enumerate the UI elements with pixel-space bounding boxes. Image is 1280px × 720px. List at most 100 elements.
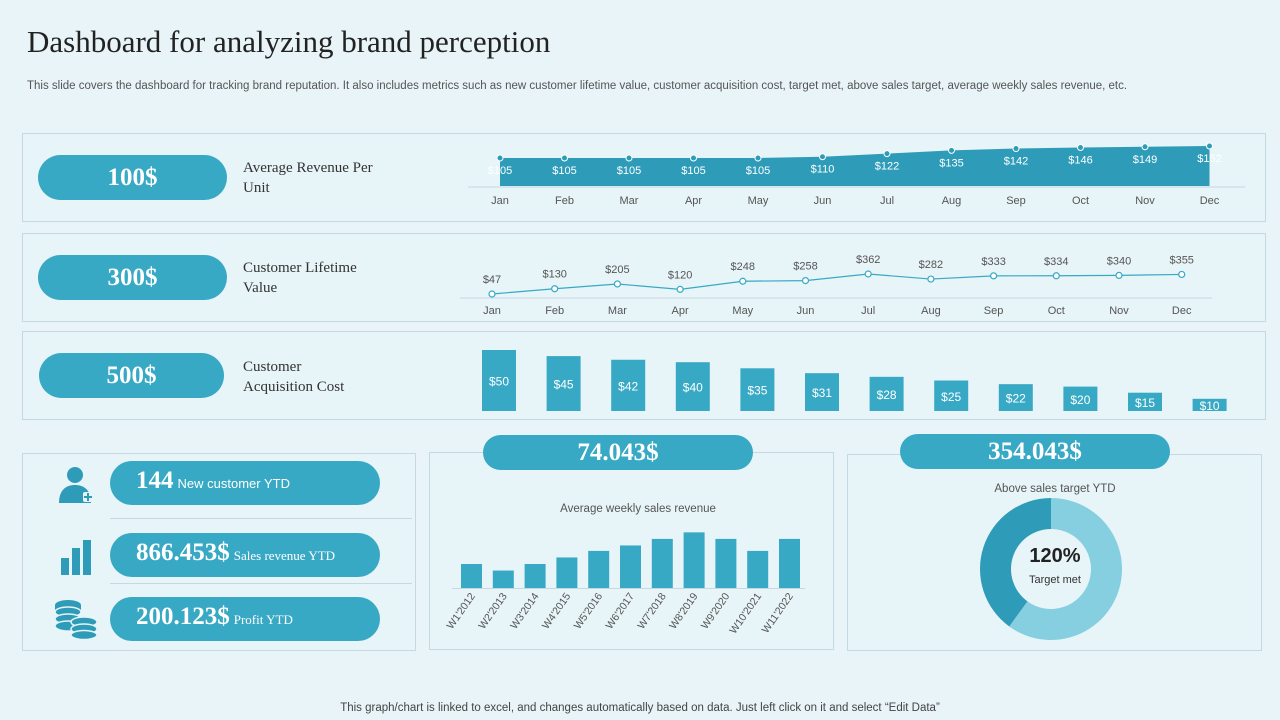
coins-icon [54,600,98,640]
arpu-tick-label: Jul [880,195,894,207]
clv-data-label: $355 [1169,254,1193,266]
arpu-data-label: $135 [939,157,963,169]
weekly-bar [492,570,514,588]
cac-bar [1192,398,1227,411]
arpu-point [948,146,955,154]
cac-data-label: $40 [683,381,703,395]
cac-bar [869,376,904,411]
clv-point [1178,270,1186,279]
arpu-tick-label: Sep [1006,195,1026,207]
arpu-tick-label: Apr [685,195,702,207]
weekly-sales-headline: 74.043$ [483,435,753,470]
cac-bar [934,380,969,411]
cac-bar [998,384,1033,411]
cac-data-label: $22 [1006,392,1026,406]
weekly-tick-label: W1'2012 [445,591,479,632]
weekly-tick-label: W7'2018 [635,591,669,632]
sales-revenue-ytd-pill: 866.453$ Sales revenue YTD [110,533,380,577]
arpu-data-label: $122 [875,161,899,173]
page-title: Dashboard for analyzing brand perception [27,24,551,59]
clv-line-chart[interactable]: $47 Jan $130 Feb $205 Mar $120 Apr $248 May $258 Ju… [455,245,1235,319]
clv-data-label: $362 [856,254,880,266]
clv-tick-label: Sep [984,305,1004,317]
arpu-data-label: $149 [1133,154,1157,166]
clv-tick-label: Apr [672,305,689,317]
arpu-data-label: $152 [1197,153,1221,165]
clv-tick-label: Jan [483,305,501,317]
cac-bar [740,368,775,411]
weekly-bar [747,550,769,588]
clv-point [739,277,747,285]
cac-bar [1063,386,1098,411]
profit-ytd-label: Profit YTD [233,612,293,627]
weekly-tick-label: W10'2021 [727,591,764,636]
cac-data-label: $45 [554,378,574,392]
donut-percent-label: Target met [1029,574,1081,586]
footer-note: This graph/chart is linked to excel, and… [340,702,940,714]
arpu-data-label: $105 [746,165,770,177]
arpu-tick-label: Nov [1135,195,1155,207]
new-customer-ytd-value: 144 [136,467,174,494]
clv-tick-label: Aug [921,305,941,317]
arpu-data-label: $105 [617,165,641,177]
weekly-tick-label: W8'2019 [667,591,701,632]
weekly-sales-bar-chart[interactable]: Average weekly sales revenue W1'2012W2'20… [430,490,830,646]
clv-data-label: $333 [981,256,1005,268]
weekly-bar [715,538,737,588]
weekly-bar [524,564,546,588]
clv-data-label: $47 [483,274,501,286]
bar-chart-icon [61,540,91,575]
above-target-headline: 354.043$ [900,434,1170,469]
arpu-point [754,154,762,162]
arpu-data-label: $105 [488,165,512,177]
clv-point [488,290,496,298]
clv-value-pill: 300$ [38,255,227,300]
arpu-area-chart[interactable]: $105 Jan $105 Feb $105 Mar $105 Apr $105 May $110 J… [460,138,1260,216]
clv-point [551,285,559,293]
clv-tick-label: Jul [861,305,875,317]
arpu-tick-label: Dec [1200,195,1220,207]
arpu-data-label: $105 [681,165,705,177]
weekly-tick-label: W2'2013 [476,591,510,632]
profit-ytd-pill: 200.123$ Profit YTD [110,597,380,641]
cac-bar-chart[interactable]: $50 $45 $42 $40 $35 $31 $28 $25 $22 $20 $15 $10 [470,336,1240,416]
arpu-point [496,154,504,162]
new-customer-ytd-label: New customer YTD [177,476,290,491]
cac-data-label: $25 [941,390,961,404]
arpu-point [625,154,633,162]
arpu-point [690,154,697,162]
ytd-divider [110,583,412,584]
cac-bar [1128,392,1162,411]
arpu-point [1077,144,1084,152]
arpu-area [500,146,1210,186]
clv-point [989,272,998,280]
arpu-point [819,153,826,161]
arpu-tick-label: Oct [1072,195,1089,207]
arpu-data-label: $105 [552,165,576,177]
page-subtitle: This slide covers the dashboard for trac… [27,80,1128,92]
clv-point [864,270,872,278]
clv-data-label: $205 [605,264,629,276]
clv-tick-label: Dec [1172,305,1192,317]
profit-ytd-value: 200.123$ [136,603,230,630]
arpu-data-label: $146 [1068,155,1092,167]
arpu-tick-label: Aug [942,195,962,207]
arpu-tick-label: Mar [620,195,639,207]
sales-revenue-ytd-value: 866.453$ [136,539,230,566]
cac-bar [482,350,516,411]
donut-chart-title: Above sales target YTD [994,483,1115,495]
arpu-tick-label: Jan [491,195,509,207]
above-target-donut-chart[interactable]: Above sales target YTD 120% Target met [930,476,1180,646]
clv-point [676,285,684,293]
weekly-tick-label: W3'2014 [508,591,542,632]
arpu-point [1206,142,1213,150]
clv-data-label: $258 [793,261,817,273]
clv-label: Customer Lifetime Value [243,260,357,296]
weekly-tick-label: W4'2015 [540,591,574,632]
clv-point [801,277,810,285]
weekly-tick-label: W6'2017 [604,591,638,632]
cac-bar [611,359,646,411]
donut-slice [980,498,1051,627]
cac-data-label: $10 [1200,399,1220,413]
donut-percent: 120% [1029,545,1080,567]
